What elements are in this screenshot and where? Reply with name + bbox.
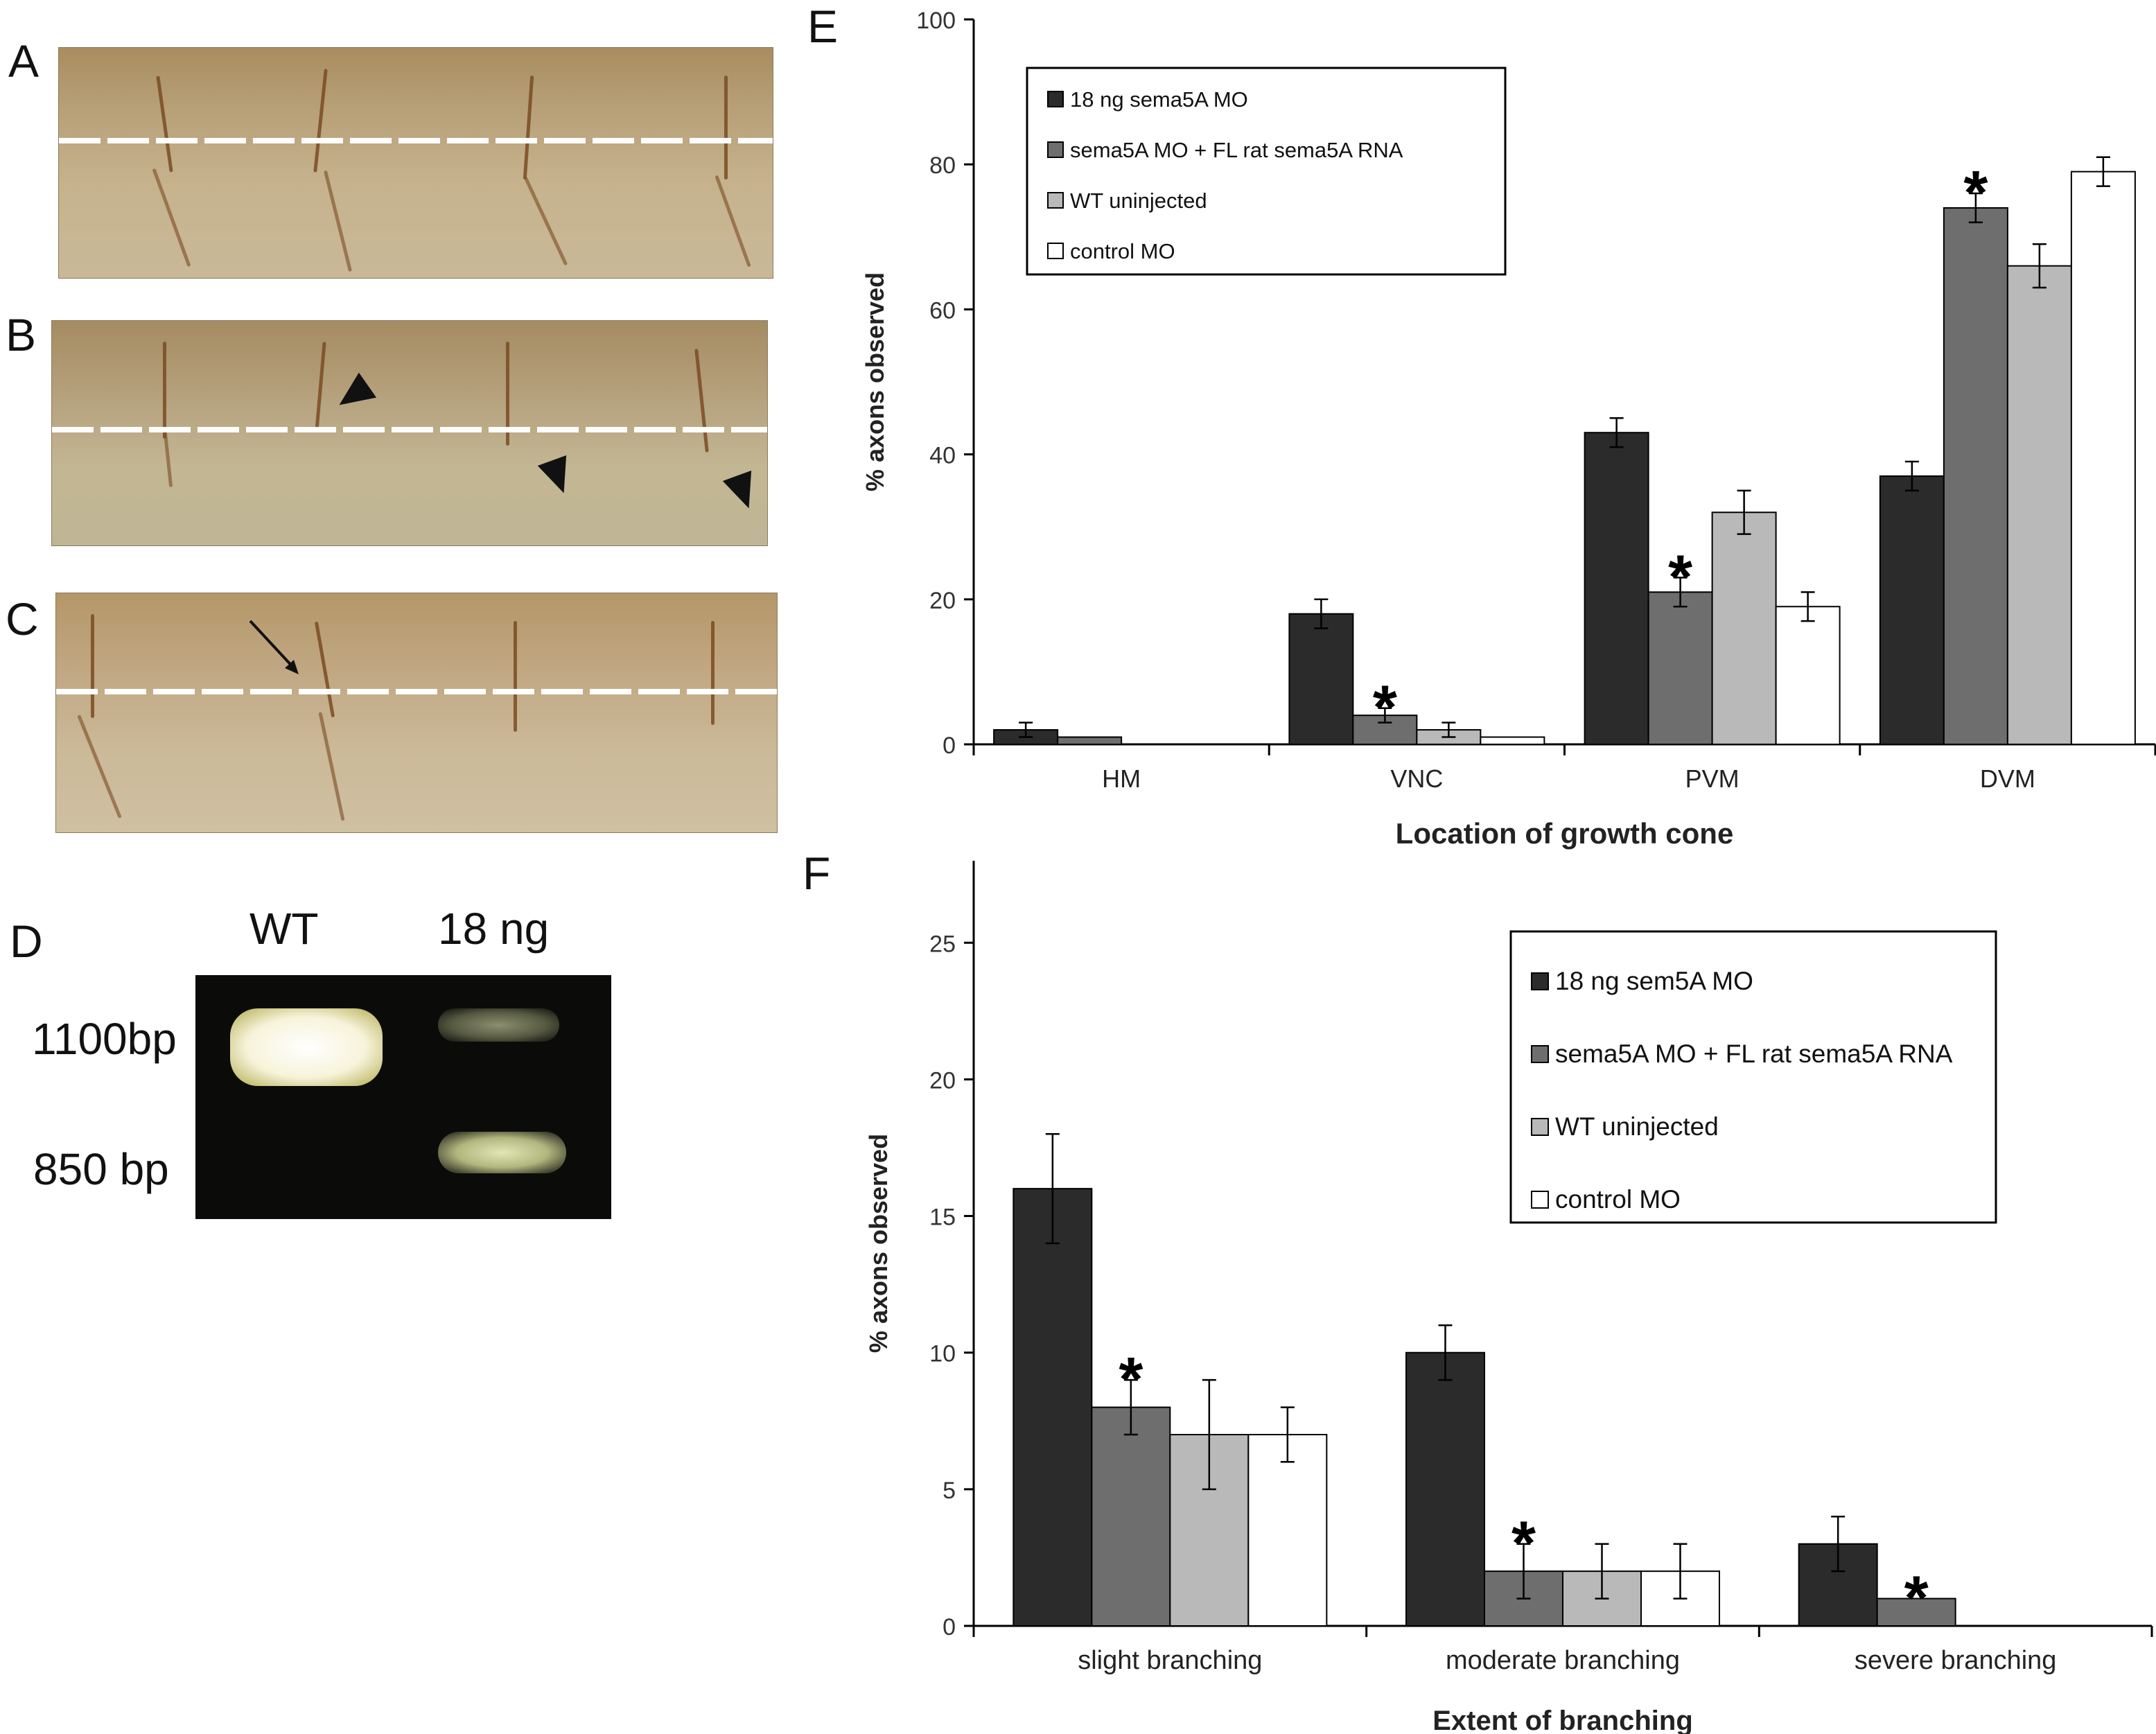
bar [1013, 1188, 1093, 1627]
x-tick-label: moderate branching [1446, 1646, 1680, 1675]
x-tick-label: HM [1102, 764, 1141, 793]
significance-marker: * [1119, 1345, 1143, 1415]
micrograph-b [51, 320, 768, 546]
significance-marker: * [1963, 159, 1988, 228]
panel-label-f: F [803, 848, 831, 899]
y-tick-label: 80 [929, 152, 956, 179]
panel-label-b: B [6, 309, 37, 360]
gel-lane-label-wt: WT [249, 904, 319, 954]
bar [1405, 1351, 1485, 1627]
significance-marker: * [1668, 543, 1692, 612]
bar [1091, 1406, 1171, 1627]
y-tick-label: 0 [943, 733, 956, 759]
legend: 18 ng sema5A MO sema5A MO + FL rat sema5A… [1026, 67, 1507, 276]
legend-swatch [1531, 1045, 1549, 1063]
bar [1057, 736, 1123, 746]
bar [1247, 1434, 1328, 1627]
bar [1879, 475, 1945, 745]
significance-marker: * [1904, 1564, 1929, 1634]
bar [1480, 736, 1545, 746]
micrograph-a [58, 47, 773, 279]
legend-swatch [1047, 243, 1064, 259]
y-tick-label: 25 [929, 931, 956, 957]
legend-swatch [1047, 141, 1064, 158]
bar [1711, 511, 1777, 746]
y-tick-label: 20 [929, 588, 956, 614]
bar [1943, 207, 2008, 745]
x-tick-label: VNC [1390, 764, 1443, 793]
arrow-icon [249, 620, 299, 674]
legend-label: control MO [1555, 1185, 1681, 1214]
bar [1775, 606, 1841, 746]
y-tick-label: 60 [929, 297, 956, 324]
legend-box [1509, 930, 1997, 1224]
legend-label: sema5A MO + FL rat sema5A RNA [1070, 138, 1403, 162]
bar [1288, 613, 1354, 745]
agarose-gel [195, 975, 611, 1219]
legend-label: 18 ng sem5A MO [1555, 967, 1753, 995]
legend-swatch [1531, 972, 1549, 990]
y-tick-label: 15 [929, 1205, 956, 1231]
x-tick-label: slight branching [1078, 1646, 1262, 1675]
legend-label: WT uninjected [1070, 189, 1207, 213]
y-tick-label: 100 [916, 8, 956, 34]
micrograph-c [55, 593, 778, 833]
bar [2006, 265, 2072, 745]
bar-chart-f: 18 ng sem5A MO sema5A MO + FL rat sema5A … [864, 861, 2153, 1734]
panel-label-e: E [807, 1, 839, 52]
panel-label-a: A [8, 35, 40, 87]
legend-label: control MO [1070, 239, 1175, 263]
legend-swatch [1047, 192, 1064, 209]
y-tick-label: 10 [929, 1341, 956, 1367]
y-tick-label: 5 [943, 1478, 956, 1504]
panel-label-c: C [6, 593, 39, 645]
gel-lane-label-18ng: 18 ng [438, 904, 550, 954]
legend-swatch [1531, 1118, 1549, 1136]
y-axis-title: % axons observed [861, 272, 889, 491]
y-tick-label: 0 [943, 1614, 956, 1640]
bar [1876, 1597, 1956, 1627]
y-tick-label: 40 [929, 443, 956, 469]
legend-swatch [1047, 91, 1064, 107]
y-tick-label: 20 [929, 1067, 956, 1094]
gel-size-label-850: 850 bp [33, 1144, 169, 1194]
bar-chart-e: 18 ng sema5A MO sema5A MO + FL rat sema5A… [861, 8, 2156, 850]
gel-size-label-1100: 1100bp [32, 1014, 177, 1064]
legend-box [1026, 67, 1507, 276]
bar [1584, 432, 1649, 745]
legend: 18 ng sem5A MO sema5A MO + FL rat sema5A … [1509, 930, 1997, 1224]
legend-label: sema5A MO + FL rat sema5A RNA [1555, 1040, 1953, 1068]
x-tick-label: DVM [1980, 764, 2035, 793]
gel-band-wt-1100 [230, 1008, 383, 1086]
bar [2070, 170, 2136, 746]
y-axis-title: % axons observed [864, 1134, 893, 1353]
legend-label: 18 ng sema5A MO [1070, 87, 1248, 112]
panel-label-d: D [10, 916, 43, 967]
gel-band-18ng-1100 [438, 1008, 559, 1042]
gel-band-18ng-850 [438, 1132, 566, 1173]
x-axis-title: Location of growth cone [1396, 817, 1734, 850]
significance-marker: * [1373, 674, 1397, 743]
x-axis-title: Extent of branching [1432, 1706, 1693, 1734]
significance-marker: * [1511, 1509, 1536, 1579]
legend-label: WT uninjected [1555, 1112, 1719, 1141]
legend-swatch [1531, 1191, 1549, 1209]
bar [1647, 591, 1713, 746]
x-tick-label: severe branching [1855, 1646, 2057, 1675]
x-tick-label: PVM [1685, 764, 1739, 793]
